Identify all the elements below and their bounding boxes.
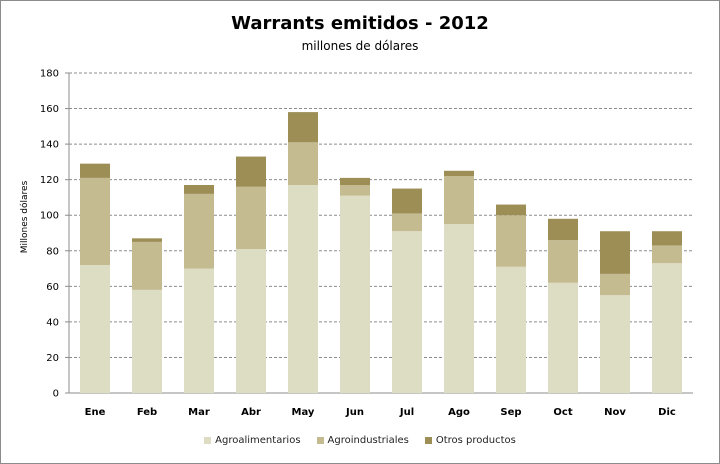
bar-segment bbox=[80, 177, 110, 265]
legend-swatch bbox=[316, 437, 324, 444]
legend: Agroalimentarios Agroindustriales Otros pr… bbox=[1, 435, 719, 446]
legend-label: Agroalimentarios bbox=[215, 435, 301, 446]
bar-segment bbox=[600, 273, 630, 296]
bar-segment bbox=[548, 240, 578, 283]
bar-segment bbox=[548, 218, 578, 241]
chart-subtitle: millones de dólares bbox=[301, 39, 419, 53]
plot-area bbox=[69, 73, 693, 393]
bar-segment bbox=[236, 249, 266, 393]
y-tick-label: 40 bbox=[46, 317, 59, 328]
bar-segment bbox=[288, 185, 318, 393]
bar-segment bbox=[496, 266, 526, 393]
legend-label: Otros productos bbox=[435, 435, 516, 446]
bar-segment bbox=[132, 289, 162, 393]
bar-segment bbox=[496, 215, 526, 267]
bar-segment bbox=[496, 204, 526, 216]
legend-swatch bbox=[424, 437, 432, 444]
bar-segment bbox=[184, 268, 214, 393]
bar-segment bbox=[600, 295, 630, 393]
y-tick-label: 180 bbox=[40, 69, 59, 80]
y-tick-label: 20 bbox=[46, 353, 59, 364]
bar-segment bbox=[444, 170, 474, 177]
bar-segment bbox=[392, 188, 422, 214]
x-tick-label: Jul bbox=[399, 407, 414, 418]
bar-segment bbox=[132, 238, 162, 242]
bar-segment bbox=[236, 156, 266, 187]
bar-segment bbox=[288, 112, 318, 143]
chart-title: Warrants emitidos - 2012 bbox=[231, 13, 489, 34]
bar-segment bbox=[652, 263, 682, 393]
x-tick-label: Nov bbox=[604, 407, 626, 418]
bar-segment bbox=[340, 177, 370, 185]
bar-segment bbox=[340, 195, 370, 393]
x-tick-label: Mar bbox=[188, 407, 210, 418]
x-tick-label: Oct bbox=[553, 407, 572, 418]
bar-segment bbox=[652, 245, 682, 264]
x-tick-label: Abr bbox=[241, 407, 261, 418]
legend-swatch bbox=[204, 437, 212, 444]
y-tick-label: 60 bbox=[46, 282, 59, 293]
bar-segment bbox=[184, 193, 214, 269]
legend-item: Otros productos bbox=[424, 435, 516, 446]
bar-segment bbox=[392, 231, 422, 393]
x-tick-label: Ago bbox=[448, 407, 470, 418]
y-tick-label: 120 bbox=[40, 175, 59, 186]
bar-segment bbox=[236, 186, 266, 249]
y-tick-label: 100 bbox=[40, 211, 59, 222]
x-tick-label: Feb bbox=[137, 407, 157, 418]
x-tick-label: May bbox=[292, 407, 315, 418]
x-tick-label: Ene bbox=[85, 407, 106, 418]
bar-segment bbox=[288, 142, 318, 185]
bar-segment bbox=[600, 231, 630, 274]
legend-label: Agroindustriales bbox=[327, 435, 409, 446]
bar-segment bbox=[444, 224, 474, 393]
bar-segment bbox=[392, 213, 422, 232]
chart-plot: Millones dólares 0 20 40 60 80 100 120 140 160 18… bbox=[19, 69, 693, 418]
bar-segment bbox=[184, 185, 214, 194]
y-tick-label: 0 bbox=[53, 389, 59, 400]
y-tick-label: 80 bbox=[46, 246, 59, 257]
y-tick-label: 160 bbox=[40, 104, 59, 115]
x-tick-label: Sep bbox=[500, 407, 521, 418]
bar-segment bbox=[652, 231, 682, 246]
bar-segment bbox=[132, 241, 162, 290]
x-tick-label: Jun bbox=[345, 407, 364, 418]
x-tick-label: Dic bbox=[658, 407, 676, 418]
y-tick-label: 140 bbox=[40, 140, 59, 151]
legend-item: Agroalimentarios bbox=[204, 435, 301, 446]
bar-segment bbox=[80, 265, 110, 393]
bar-segment bbox=[340, 185, 370, 196]
y-axis-label: Millones dólares bbox=[19, 180, 30, 253]
bar-segment bbox=[80, 163, 110, 178]
legend-item: Agroindustriales bbox=[316, 435, 409, 446]
bar-segment bbox=[444, 176, 474, 225]
bar-segment bbox=[548, 282, 578, 393]
